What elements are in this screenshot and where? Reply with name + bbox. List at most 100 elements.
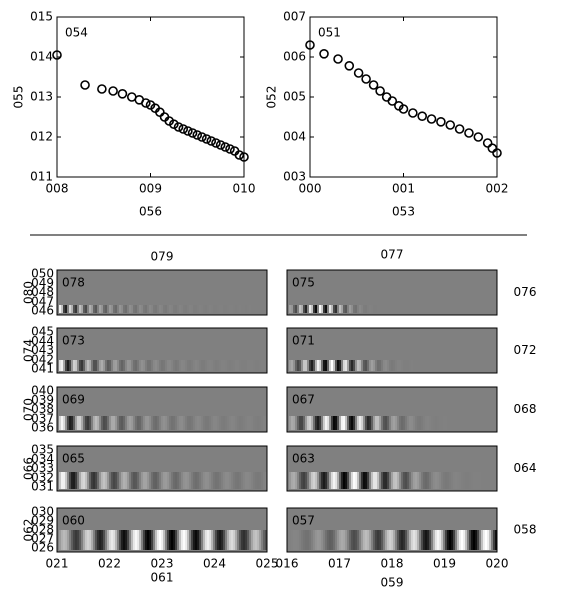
stripe: [463, 472, 465, 489]
stripe: [189, 530, 191, 550]
stripe: [411, 416, 413, 430]
stripe: [175, 360, 177, 371]
stripe: [293, 472, 295, 489]
stripe: [167, 360, 169, 371]
stripe: [105, 305, 107, 313]
stripe: [197, 360, 199, 371]
stripe: [101, 305, 103, 313]
y-tick-label: 027: [31, 532, 54, 546]
stripe: [213, 305, 215, 313]
stripe: [473, 360, 475, 371]
stripe: [289, 416, 291, 430]
point: [305, 40, 315, 50]
stripe: [201, 416, 203, 430]
stripe: [375, 360, 377, 371]
stripe: [465, 530, 467, 550]
stripe: [303, 530, 305, 550]
stripe: [343, 530, 345, 550]
stripe: [115, 472, 117, 489]
y-tick-label: 004: [283, 130, 306, 144]
stripe: [333, 472, 335, 489]
stripe: [89, 530, 91, 550]
stripe: [219, 305, 221, 313]
stripe: [395, 305, 397, 313]
point: [436, 117, 446, 127]
stripe: [309, 305, 311, 313]
stripe: [375, 416, 377, 430]
stripe: [135, 416, 137, 430]
stripe: [231, 416, 233, 430]
stripe: [201, 472, 203, 489]
stripe: [385, 305, 387, 313]
stripe: [429, 530, 431, 550]
stripe: [63, 416, 65, 430]
stripe: [335, 416, 337, 430]
stripe: [325, 416, 327, 430]
stripe: [287, 416, 289, 430]
stripe: [495, 472, 497, 489]
stripe: [111, 530, 113, 550]
stripe: [171, 416, 173, 430]
stripe: [379, 530, 381, 550]
stripe: [185, 416, 187, 430]
stripe: [399, 416, 401, 430]
y-axis-label: 062: [22, 519, 36, 542]
y-tick-label: 034: [31, 452, 54, 466]
stripe: [321, 530, 323, 550]
stripe: [93, 472, 95, 489]
stripe: [201, 530, 203, 550]
stripe: [301, 472, 303, 489]
stripe: [389, 472, 391, 489]
stripe: [369, 360, 371, 371]
stripe: [401, 472, 403, 489]
stripe: [169, 472, 171, 489]
stripe: [161, 360, 163, 371]
stripe: [257, 472, 259, 489]
stripe: [449, 530, 451, 550]
stripe: [211, 360, 213, 371]
stripe: [119, 360, 121, 371]
point: [344, 61, 355, 71]
stripe: [177, 530, 179, 550]
stripe: [289, 305, 291, 313]
stripe: [475, 472, 477, 489]
stripe: [417, 305, 419, 313]
stripe: [129, 305, 131, 313]
stripe: [229, 305, 231, 313]
stripe: [223, 305, 225, 313]
image-frame: [56, 445, 268, 492]
stripe: [253, 360, 255, 371]
stripe: [101, 360, 103, 371]
y-tick-label: 041: [31, 362, 54, 376]
stripe: [85, 305, 87, 313]
stripe: [195, 360, 197, 371]
stripe: [493, 360, 495, 371]
stripe: [157, 416, 159, 430]
stripe: [105, 530, 107, 550]
stripe: [153, 360, 155, 371]
stripe: [471, 416, 473, 430]
stripe: [447, 530, 449, 550]
panel-label: 067: [292, 393, 315, 407]
stripe: [191, 530, 193, 550]
stripe: [143, 305, 145, 313]
y-tick-label: 014: [30, 50, 53, 64]
stripe: [323, 305, 325, 313]
y-axis-label: 055: [12, 86, 26, 109]
stripe: [79, 472, 81, 489]
stripe: [155, 472, 157, 489]
stripe: [349, 360, 351, 371]
stripe: [311, 360, 313, 371]
stripe: [167, 530, 169, 550]
stripe: [305, 360, 307, 371]
stripe: [57, 416, 59, 430]
stripe: [141, 360, 143, 371]
stripe: [73, 360, 75, 371]
stripe: [149, 530, 151, 550]
y-tick-label: 042: [31, 352, 54, 366]
stripe: [173, 360, 175, 371]
stripe: [255, 416, 257, 430]
stripe: [399, 305, 401, 313]
stripe: [413, 305, 415, 313]
stripe: [391, 530, 393, 550]
